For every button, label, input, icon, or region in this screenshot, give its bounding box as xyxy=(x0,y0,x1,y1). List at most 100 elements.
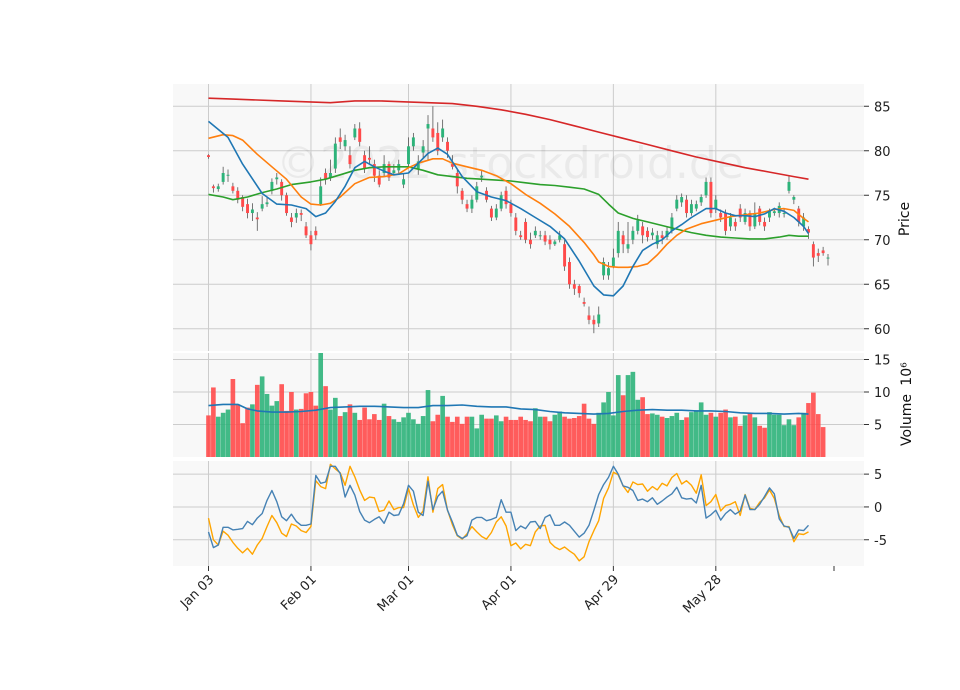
candle-body xyxy=(821,250,825,254)
volume-bar xyxy=(767,412,772,457)
candle-body xyxy=(626,244,630,249)
candle-body xyxy=(314,230,318,236)
volume-bar xyxy=(547,421,553,457)
candle-body xyxy=(280,181,284,196)
volume-bar xyxy=(703,414,709,457)
volume-bar xyxy=(333,397,338,457)
volume-bar xyxy=(659,416,665,457)
candle-body xyxy=(514,217,518,231)
candle-body xyxy=(719,213,723,218)
volume-bar xyxy=(289,392,294,457)
volume-bar xyxy=(728,417,733,457)
volume-bar xyxy=(791,425,797,457)
volume-bar xyxy=(606,392,611,457)
volume-bar xyxy=(445,416,450,457)
volume-bar xyxy=(811,392,816,457)
volume-bar xyxy=(625,375,631,457)
volume-bar xyxy=(367,419,372,457)
volume-bar xyxy=(508,419,514,457)
volume-bar xyxy=(293,409,299,457)
candle-body xyxy=(587,315,591,320)
candle-body xyxy=(685,199,689,214)
oscillator-tick-label: -5 xyxy=(874,534,887,549)
candle-body xyxy=(426,124,430,129)
candle-body xyxy=(343,140,347,147)
volume-bar xyxy=(211,387,216,457)
candle-body xyxy=(572,284,576,289)
volume-bar xyxy=(215,416,221,457)
candle-body xyxy=(465,204,469,209)
volume-bar xyxy=(786,419,792,457)
candle-body xyxy=(728,217,732,227)
candle-body xyxy=(533,230,537,236)
volume-bar xyxy=(406,412,411,457)
volume-bar xyxy=(528,421,533,457)
volume-bar xyxy=(708,412,714,457)
candle-body xyxy=(480,175,484,178)
candle-body xyxy=(709,181,713,214)
volume-bar xyxy=(581,403,587,457)
candle-body xyxy=(402,179,406,185)
x-tick-label: Mar 01 xyxy=(375,572,418,615)
volume-bar xyxy=(235,404,241,457)
volume-bar xyxy=(474,428,480,457)
candle-body xyxy=(328,173,332,178)
candle-body xyxy=(299,213,303,215)
candle-body xyxy=(475,186,479,200)
candle-body xyxy=(636,220,640,231)
volume-bar xyxy=(567,418,572,457)
volume-bar xyxy=(635,399,641,457)
candle-body xyxy=(416,161,420,169)
candle-body xyxy=(250,209,254,214)
candle-body xyxy=(680,197,684,203)
candle-body xyxy=(260,204,264,209)
candle-body xyxy=(436,132,440,151)
volume-bar xyxy=(435,414,441,457)
candle-body xyxy=(558,235,562,240)
x-tick-label: Feb 01 xyxy=(278,572,320,614)
candle-body xyxy=(246,204,249,214)
volume-tick-label: 10 xyxy=(874,386,891,401)
volume-bar xyxy=(396,421,402,457)
candle-body xyxy=(577,286,581,294)
volume-bar xyxy=(328,409,333,457)
volume-bar xyxy=(430,421,436,457)
price-tick-label: 80 xyxy=(874,145,891,160)
volume-bar xyxy=(513,419,519,457)
candle-body xyxy=(489,208,493,218)
volume-bar xyxy=(669,416,675,457)
volume-bar xyxy=(337,416,343,457)
candle-body xyxy=(348,155,352,165)
candle-body xyxy=(392,170,396,173)
volume-bar xyxy=(576,416,582,457)
volume-tick-label: 5 xyxy=(874,419,882,434)
volume-bar xyxy=(372,414,377,457)
candle-body xyxy=(289,217,293,222)
candle-body xyxy=(738,208,742,218)
candle-body xyxy=(231,186,235,191)
candle-body xyxy=(816,253,820,256)
candle-body xyxy=(382,164,386,173)
candle-body xyxy=(826,257,830,259)
candle-body xyxy=(499,195,503,209)
sma-fast-line xyxy=(207,120,810,297)
oscillator-blue-line xyxy=(207,465,810,549)
volume-average-line xyxy=(208,403,809,415)
candle-body xyxy=(519,235,523,238)
volume-bar xyxy=(240,423,245,457)
volume-bar xyxy=(298,408,304,457)
volume-bar xyxy=(391,419,397,457)
candle-body xyxy=(753,213,757,227)
price-tick-label: 60 xyxy=(874,323,891,338)
volume-bar xyxy=(381,403,387,457)
candle-body xyxy=(699,197,703,203)
volume-bar xyxy=(518,416,524,457)
candle-body xyxy=(714,199,718,209)
candle-body xyxy=(568,262,571,285)
candle-body xyxy=(602,262,606,276)
candle-body xyxy=(607,268,610,276)
candle-body xyxy=(504,190,508,205)
volume-bar xyxy=(259,376,265,457)
